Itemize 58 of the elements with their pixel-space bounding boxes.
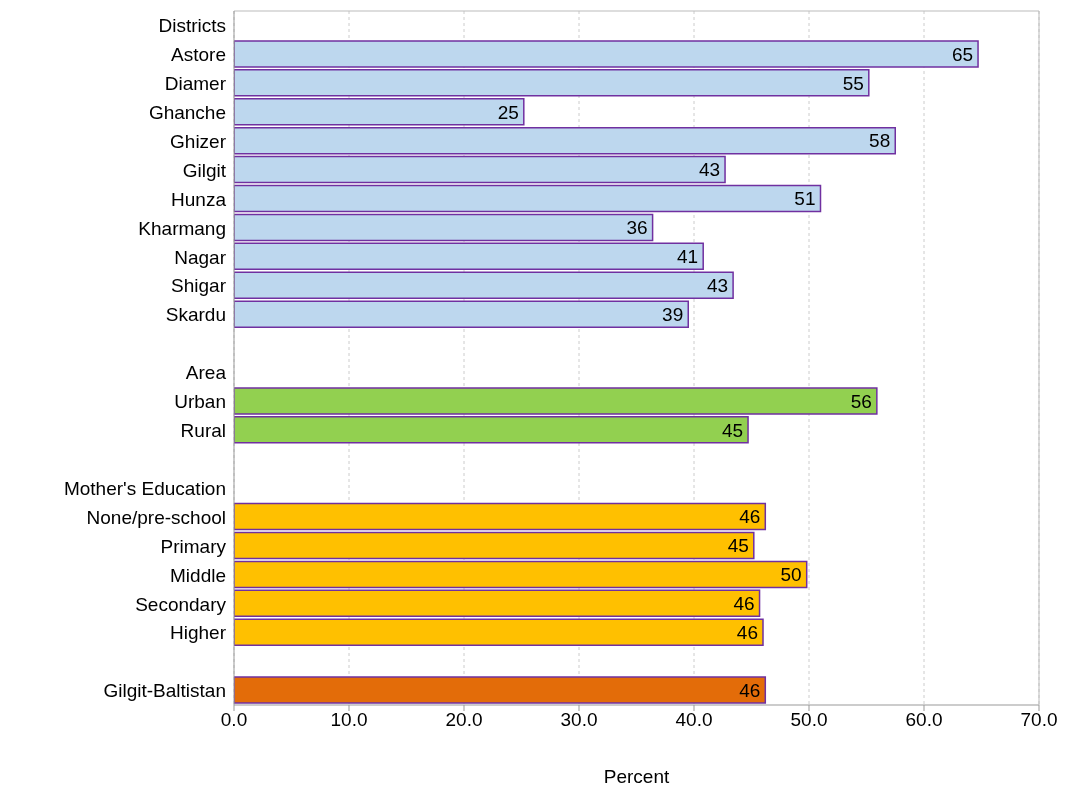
data-label: 50 (780, 564, 802, 586)
x-tick-label: 20.0 (445, 709, 483, 731)
data-label: 46 (736, 622, 758, 644)
y-tick-label: Astore (171, 44, 226, 66)
bar (234, 560, 808, 589)
y-tick-label: Higher (170, 622, 227, 644)
x-axis-title: Percent (603, 766, 670, 787)
data-label: 43 (698, 159, 721, 181)
data-label: 65 (951, 43, 974, 65)
bar (234, 531, 755, 560)
bar (234, 213, 654, 242)
y-tick-label: Primary (160, 535, 227, 557)
y-tick-label: Gilgit-Baltistan (103, 680, 226, 702)
data-label: 46 (739, 679, 761, 701)
x-tick-label: 0.0 (220, 709, 248, 731)
data-label: 41 (677, 246, 699, 268)
y-tick-label: Shigar (171, 275, 227, 297)
y-tick-label: Districts (158, 15, 226, 37)
data-label: 43 (706, 275, 729, 297)
x-tick-label: 60.0 (905, 709, 943, 731)
data-label: 51 (794, 188, 816, 210)
y-tick-label: Ghanche (148, 101, 226, 123)
y-tick-label: None/pre-school (86, 506, 226, 528)
data-label: 45 (727, 535, 749, 557)
data-label: 46 (739, 506, 761, 528)
y-tick-label: Gilgit (182, 159, 227, 181)
y-tick-label: Middle (170, 564, 226, 586)
x-tick-label: 50.0 (790, 709, 828, 731)
bar (234, 502, 767, 531)
data-label: 36 (626, 217, 648, 239)
y-tick-label: Urban (174, 391, 226, 413)
data-label: 55 (842, 72, 864, 94)
data-label: 58 (869, 130, 891, 152)
data-label: 25 (497, 101, 519, 123)
y-tick-label: Nagar (174, 246, 227, 268)
x-tick-label: 70.0 (1020, 709, 1058, 731)
y-tick-label: Mother's Education (63, 477, 226, 499)
x-tick-label: 10.0 (330, 709, 368, 731)
y-tick-label: Ghizer (170, 130, 227, 152)
y-tick-label: Diamer (164, 73, 227, 95)
data-label: 45 (721, 419, 744, 441)
y-tick-label: Rural (180, 420, 226, 442)
y-tick-label: Skardu (165, 304, 226, 326)
y-tick-label: Hunza (171, 188, 227, 210)
x-tick-label: 40.0 (675, 709, 713, 731)
y-tick-label: Area (185, 362, 227, 384)
y-tick-label: Kharmang (138, 217, 226, 239)
bar (234, 242, 704, 271)
bar (234, 155, 726, 184)
y-tick-label: Secondary (135, 593, 227, 615)
bar (234, 618, 764, 647)
data-label: 56 (850, 390, 872, 412)
x-tick-label: 30.0 (560, 709, 598, 731)
data-label: 46 (733, 593, 755, 615)
bar (234, 589, 761, 618)
bar (234, 184, 822, 213)
bar (234, 676, 767, 704)
data-label: 39 (662, 303, 684, 325)
